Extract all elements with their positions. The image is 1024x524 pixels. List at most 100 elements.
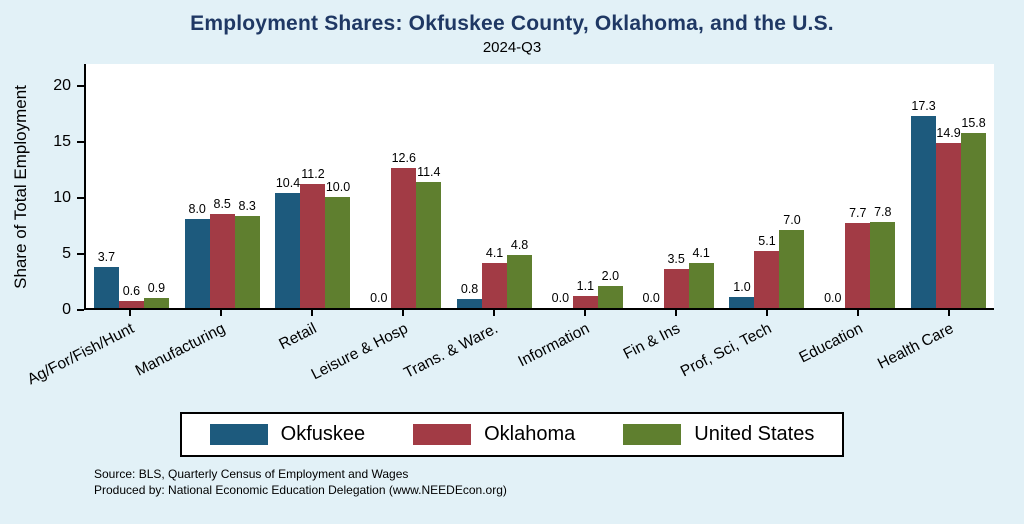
bar-united-states: 2.0	[597, 269, 623, 308]
bar-value-label: 11.4	[417, 164, 441, 179]
bar-value-label: 10.0	[325, 180, 351, 195]
x-category-cell: Trans. & Ware.	[402, 310, 539, 398]
x-tick-mark	[583, 310, 586, 316]
bar-group-fin-ins: 0.0 3.5 4.1	[631, 64, 722, 308]
bar-value-label: 0.0	[370, 291, 388, 305]
x-category-cell: Leisure & Hosp	[308, 310, 448, 398]
plot-outer: 0 5 10 15 20 3.7 0.6 0.9 8.0 8.5 8.3 10.4 11.2 10.0 0…	[38, 64, 994, 318]
y-axis-label-column: Share of Total Employment	[4, 64, 38, 310]
x-category-cell: Prof, Sci, Tech	[678, 310, 812, 398]
bar-value-label: 3.5	[667, 252, 685, 267]
bar-value-label: 0.0	[642, 291, 660, 305]
bar-group-leisure-hosp: 0.0 12.6 11.4	[358, 64, 449, 308]
bar-okfuskee: 10.4	[275, 176, 301, 308]
bar-oklahoma: 1.1	[572, 279, 598, 308]
y-tick-mark	[77, 197, 84, 200]
bar-group-manufacturing: 8.0 8.5 8.3	[177, 64, 268, 308]
bar-value-label: 8.3	[238, 198, 256, 213]
x-category-label: Retail	[276, 320, 320, 354]
bar-united-states: 10.0	[325, 180, 351, 308]
bar-value-label: 7.0	[783, 213, 801, 228]
legend-item-okfuskee: Okfuskee	[209, 423, 366, 446]
bar-value-label: 4.8	[510, 237, 529, 252]
bar-united-states: 7.8	[870, 205, 896, 308]
bar-group-trans-ware: 0.8 4.1 4.8	[449, 64, 540, 308]
x-axis-labels: Ag/For/Fish/Hunt Manufacturing Retail Leisu…	[25, 310, 994, 398]
chart-page: Employment Shares: Okfuskee County, Okla…	[0, 12, 1024, 498]
bar-oklahoma: 0.6	[118, 284, 144, 308]
bar-group-prof-sci-tech: 1.0 5.1 7.0	[722, 64, 813, 308]
bar-value-label: 1.0	[733, 279, 751, 294]
bar-oklahoma: 3.5	[663, 252, 689, 308]
bar-value-label: 8.0	[188, 202, 206, 217]
bar-value-label: 7.8	[874, 204, 892, 219]
x-category-label: Ag/For/Fish/Hunt	[25, 320, 138, 389]
y-tick-mark	[77, 309, 84, 311]
chart-subtitle: 2024-Q3	[482, 39, 542, 56]
bar-okfuskee: 8.0	[184, 202, 210, 308]
x-category-cell: Retail	[266, 310, 357, 398]
bar-group-health-care: 17.3 14.9 15.8	[903, 64, 994, 308]
producer-note: Produced by: National Economic Education…	[94, 482, 507, 497]
x-category-cell: Ag/For/Fish/Hunt	[25, 310, 175, 398]
x-category-cell: Information	[515, 310, 630, 398]
legend-item-united-states: United States	[623, 423, 814, 446]
bar-groups: 3.7 0.6 0.9 8.0 8.5 8.3 10.4 11.2 10.0 0.0 12.6 11.…	[86, 64, 994, 308]
chart-title: Employment Shares: Okfuskee County, Okla…	[190, 12, 834, 35]
bar-okfuskee: 1.0	[729, 280, 755, 308]
x-category-cell: Health Care	[875, 310, 994, 398]
bar-value-label: 5.1	[758, 234, 776, 249]
bar-value-label: 17.3	[911, 99, 936, 114]
chart-area: Share of Total Employment 0 5 10 15 20 3.7 0.…	[4, 64, 994, 398]
bar-oklahoma: 4.1	[482, 246, 508, 308]
legend: Okfuskee Oklahoma United States	[0, 412, 1024, 457]
bar-oklahoma: 8.5	[209, 197, 235, 308]
bar-oklahoma: 5.1	[754, 234, 780, 308]
bar-group-education: 0.0 7.7 7.8	[812, 64, 903, 308]
bar-oklahoma: 12.6	[391, 151, 417, 308]
legend-swatch-okfuskee	[209, 424, 268, 445]
x-tick-mark	[674, 310, 677, 316]
x-category-label: Fin & Ins	[620, 320, 684, 363]
y-axis-label: Share of Total Employment	[11, 85, 31, 289]
legend-label-okfuskee: Okfuskee	[280, 423, 366, 445]
legend-item-oklahoma: Oklahoma	[413, 423, 575, 446]
bar-value-label: 0.0	[824, 291, 842, 305]
bar-value-label: 0.6	[122, 284, 141, 299]
legend-box: Okfuskee Oklahoma United States	[179, 412, 845, 457]
bar-united-states: 7.0	[779, 213, 805, 308]
bar-united-states: 8.3	[234, 199, 260, 308]
x-tick-mark	[765, 310, 768, 316]
x-tick-mark	[856, 310, 859, 316]
x-category-cell: Education	[796, 310, 903, 398]
bar-group-information: 0.0 1.1 2.0	[540, 64, 631, 308]
x-tick-mark	[310, 310, 313, 316]
footer-notes: Source: BLS, Quarterly Census of Employm…	[94, 467, 1024, 498]
bar-value-label: 0.8	[460, 282, 479, 297]
y-tick-mark	[77, 85, 84, 88]
bar-value-label: 1.1	[576, 278, 595, 293]
legend-label-united-states: United States	[694, 423, 815, 445]
y-tick-label: 0	[62, 301, 71, 318]
bar-united-states: 0.9	[143, 281, 169, 308]
plot-column: 0 5 10 15 20 3.7 0.6 0.9 8.0 8.5 8.3 10.4 11.2 10.0 0…	[25, 64, 994, 398]
x-tick-mark	[128, 310, 131, 316]
legend-swatch-oklahoma	[413, 424, 472, 445]
bar-okfuskee: 17.3	[911, 99, 937, 308]
x-tick-mark	[401, 310, 404, 316]
bar-group-retail: 10.4 11.2 10.0	[268, 64, 359, 308]
bar-value-label: 4.1	[692, 245, 710, 260]
bar-value-label: 4.1	[485, 245, 504, 260]
x-category-cell: Fin & Ins	[621, 310, 721, 398]
y-tick-mark	[77, 141, 84, 144]
bar-united-states: 4.8	[507, 238, 533, 308]
bar-group-ag-for-fish-hunt: 3.7 0.6 0.9	[86, 64, 177, 308]
y-axis: 0 5 10 15 20	[38, 64, 84, 318]
bar-value-label: 7.7	[849, 205, 867, 220]
source-note: Source: BLS, Quarterly Census of Employm…	[94, 467, 409, 481]
bar-oklahoma: 14.9	[936, 126, 962, 308]
bar-okfuskee: 0.8	[457, 282, 483, 308]
legend-label-oklahoma: Oklahoma	[484, 423, 576, 445]
bar-united-states: 15.8	[961, 116, 987, 308]
bar-value-label: 3.7	[97, 249, 116, 264]
